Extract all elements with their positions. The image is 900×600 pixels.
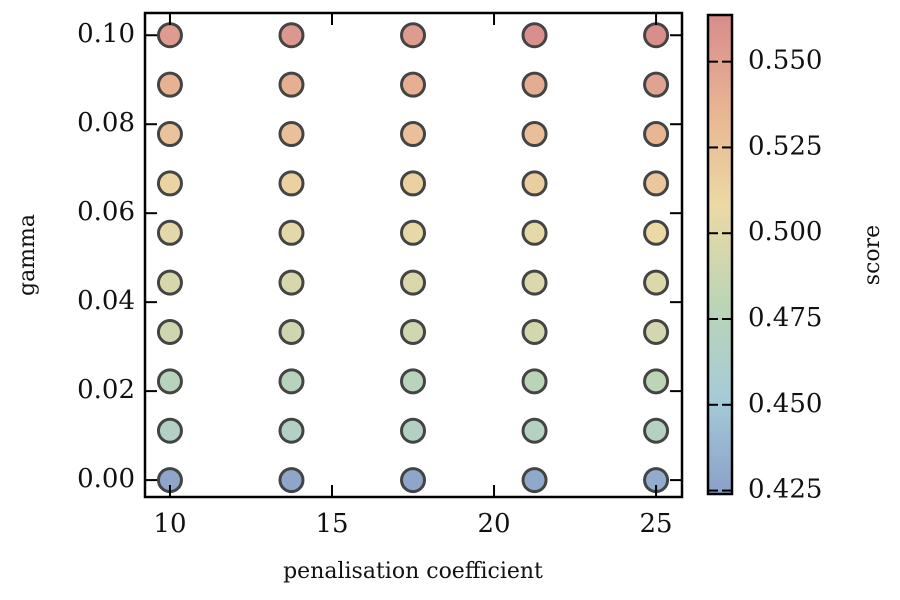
scatter-point: [156, 269, 183, 296]
scatter-point: [643, 269, 670, 296]
scatter-point: [643, 170, 670, 197]
scatter-point: [156, 318, 183, 345]
scatter-point: [400, 22, 427, 49]
scatter-point: [156, 368, 183, 395]
scatter-point: [278, 71, 305, 98]
scatter-point: [278, 467, 305, 494]
y-tick-label: 0.08: [77, 108, 135, 138]
scatter-point: [521, 22, 548, 49]
scatter-point: [156, 121, 183, 147]
scatter-point: [278, 121, 305, 147]
scatter-point: [400, 318, 427, 345]
y-tick-label: 0.04: [77, 286, 135, 316]
x-tick-label: 10: [153, 509, 186, 539]
scatter-point: [400, 417, 427, 444]
scatter-point: [400, 219, 427, 246]
scatter-point: [400, 269, 427, 296]
scatter-point: [521, 318, 548, 345]
scatter-point: [521, 467, 548, 494]
x-axis-label: penalisation coefficient: [283, 559, 543, 584]
scatter-point: [521, 121, 548, 147]
scatter-point: [278, 417, 305, 444]
y-tick-label: 0.10: [77, 19, 135, 49]
scatter-point: [521, 417, 548, 444]
colorbar-tick-label: 0.450: [748, 389, 822, 419]
scatter-point: [278, 269, 305, 296]
scatter-point: [156, 170, 183, 197]
colorbar-tick-label: 0.425: [748, 475, 822, 505]
scatter-point: [521, 368, 548, 395]
scatter-point: [643, 71, 670, 98]
colorbar-tick-label: 0.550: [748, 46, 822, 76]
scatter-point: [643, 219, 670, 246]
y-axis-label: gamma: [15, 214, 40, 296]
x-tick-label: 20: [477, 509, 510, 539]
y-tick-label: 0.02: [77, 375, 135, 405]
scatter-point: [400, 170, 427, 197]
scatter-point: [521, 219, 548, 246]
y-tick-label: 0.06: [77, 197, 135, 227]
scatter-point: [643, 318, 670, 345]
scatter-point: [278, 22, 305, 49]
colorbar-tick-label: 0.475: [748, 303, 822, 333]
scatter-point: [400, 71, 427, 98]
scatter-point: [643, 417, 670, 444]
scatter-point: [400, 368, 427, 395]
scatter-point: [521, 71, 548, 98]
scatter-point: [278, 318, 305, 345]
scatter-point: [278, 170, 305, 197]
scatter-point: [643, 121, 670, 147]
scatter-point: [643, 22, 670, 49]
scatter-point: [643, 368, 670, 395]
scatter-point: [521, 170, 548, 197]
colorbar-tick-label: 0.525: [748, 131, 822, 161]
colorbar: [706, 13, 734, 496]
scatter-point: [400, 121, 427, 147]
scatter-point: [156, 219, 183, 246]
scatter-point: [156, 71, 183, 98]
scatter-point: [400, 467, 427, 494]
scatter-point: [156, 22, 183, 49]
scatter-point: [278, 368, 305, 395]
colorbar-tick-label: 0.500: [748, 217, 822, 247]
colorbar-label: score: [860, 225, 885, 285]
y-tick-label: 0.00: [77, 464, 135, 494]
x-tick-label: 25: [640, 509, 673, 539]
scatter-point: [156, 417, 183, 444]
x-tick-label: 15: [315, 509, 348, 539]
scatter-point: [278, 219, 305, 246]
plot-frame: [143, 11, 684, 499]
scatter-point: [521, 269, 548, 296]
